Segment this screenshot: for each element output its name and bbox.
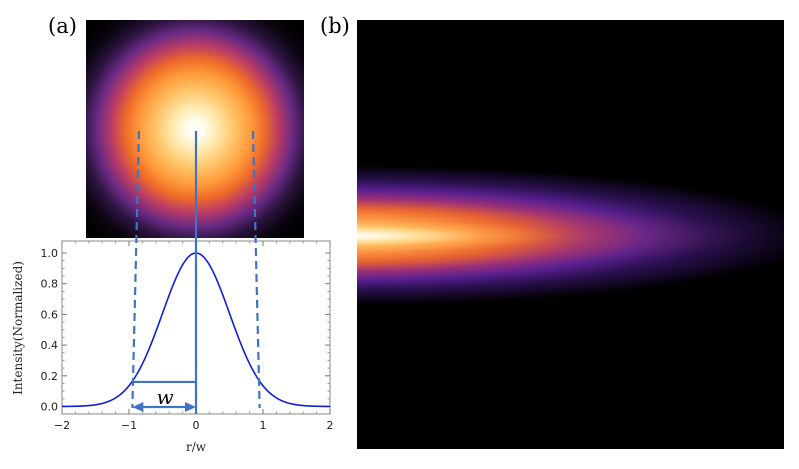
x-tick-label-3: 1	[260, 419, 267, 432]
y-tick-label-2: 0.4	[41, 339, 59, 352]
x-axis-title: r/w	[186, 440, 207, 454]
x-tick-label-0: −2	[54, 419, 70, 432]
dashed-line-right	[251, 130, 261, 409]
y-tick-label-0: 0.0	[41, 401, 59, 414]
y-tick-label-1: 0.2	[41, 370, 59, 383]
y-axis-title: Intensity(Normalized)	[11, 261, 25, 395]
panel-label-a: (a)	[48, 14, 77, 38]
arrow-head-right	[185, 402, 196, 412]
beam-bright-flare	[357, 205, 757, 267]
x-tick-label-1: −1	[121, 419, 137, 432]
y-tick-label-4: 0.8	[41, 278, 59, 291]
y-tick-label-5: 1.0	[41, 247, 59, 260]
tick-group	[61, 241, 331, 414]
tick-label-group: −2 −1 0 1 2 0.0 0.2 0.4 0.6 0.8 1.0	[41, 247, 334, 432]
beam-width-label: w	[156, 385, 173, 409]
y-tick-label-3: 0.6	[41, 308, 59, 321]
x-tick-label-4: 2	[327, 419, 334, 432]
panel-label-b: (b)	[320, 14, 350, 38]
beam-propagation-image	[357, 20, 784, 449]
arrow-head-left	[132, 402, 144, 412]
x-tick-label-2: 0	[193, 419, 200, 432]
dashed-line-left	[131, 130, 141, 409]
